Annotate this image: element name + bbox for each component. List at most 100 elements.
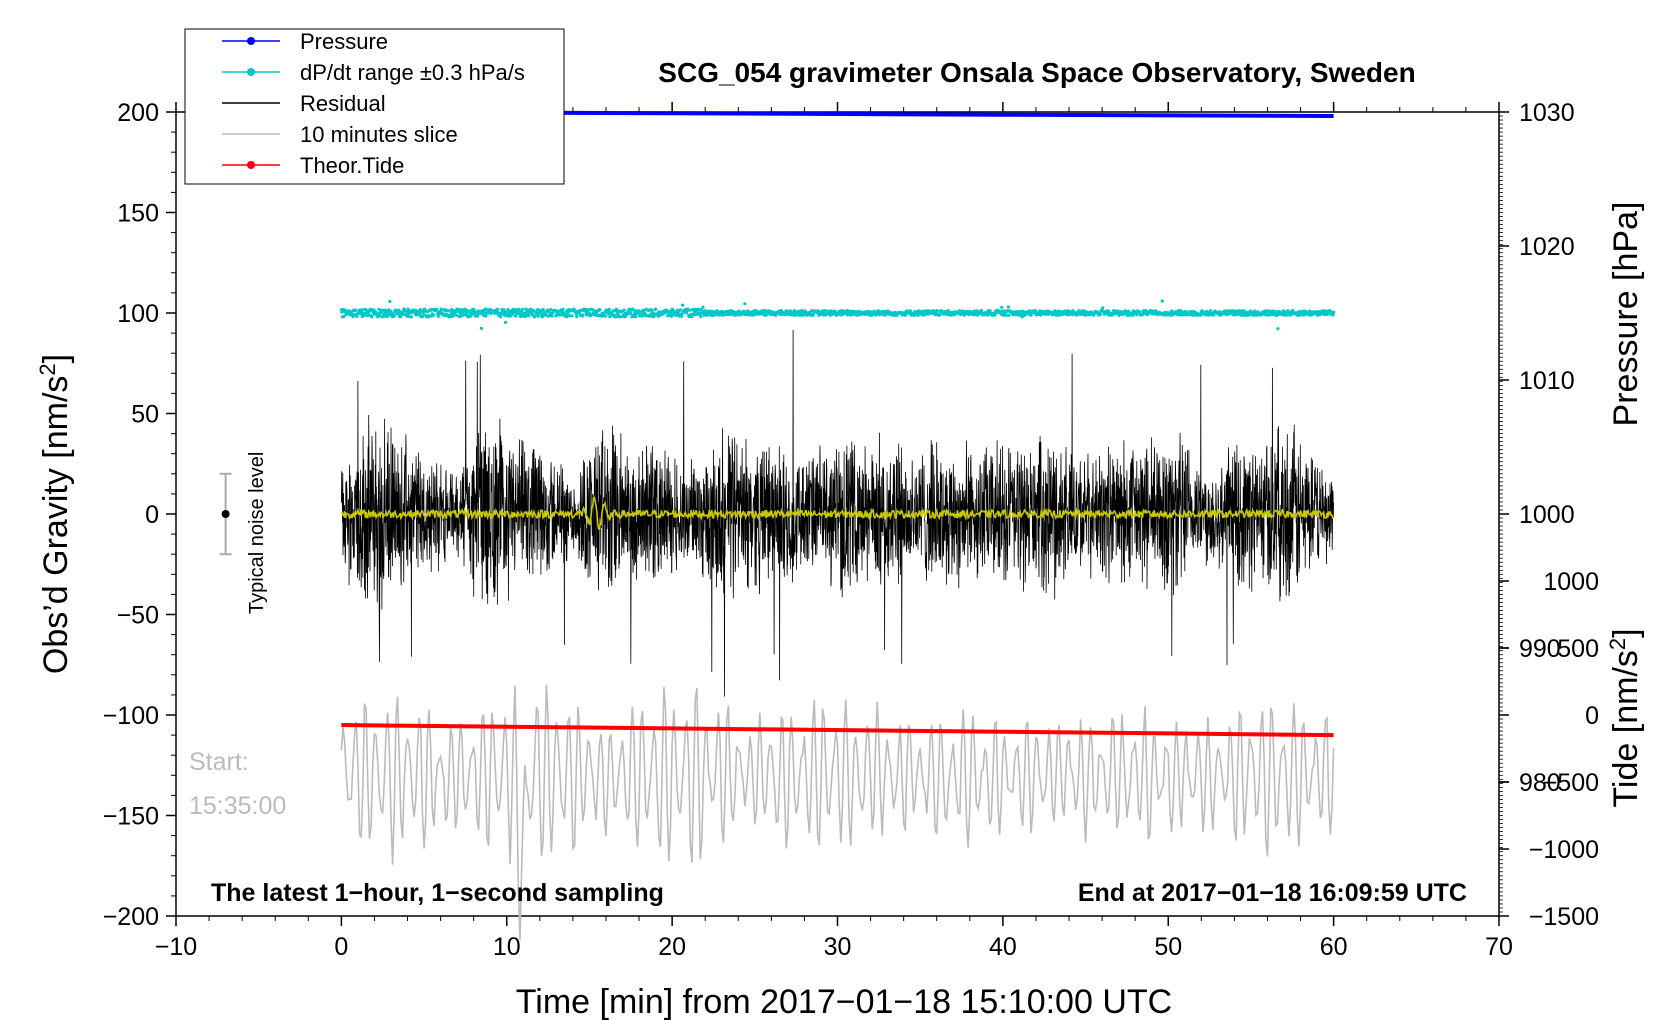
dpdt-point [789,309,793,313]
pressure-tick-label: 1010 [1519,367,1575,395]
pressure-tick-label: 990 [1519,635,1561,663]
y-tick-label: −100 [103,702,159,730]
dpdt-point [631,308,636,312]
right-minor-ticks [1499,111,1503,917]
dpdt-point [504,320,508,324]
dpdt-point [1199,313,1203,317]
y-axis-title-left-end: ] [37,354,75,363]
smoothed-series [340,496,1334,531]
dpdt-point [502,308,506,312]
dpdt-point [533,315,537,319]
legend-swatch-marker [247,68,255,76]
dpdt-point [484,314,488,318]
y-tick-label: 200 [117,99,159,127]
dpdt-point [377,314,381,318]
noise-level-bar [219,472,232,556]
dpdt-point [550,314,554,318]
dpdt-point [483,311,487,315]
tide-line [341,723,1334,738]
slice-line [340,684,1335,940]
x-tick-label: 10 [493,933,521,961]
dpdt-point [514,314,518,318]
dpdt-point [561,307,565,311]
y-axis-title-tide-main: Tide [nm/s [1607,650,1645,807]
legend-swatch-marker [247,37,255,45]
annotation-end-time: End at 2017−01−18 16:09:59 UTC [1078,879,1467,907]
x-tick-label: 20 [658,933,686,961]
dpdt-point [1160,299,1164,303]
dpdt-point [670,314,674,318]
y-tick-label: 150 [117,200,159,228]
y-axis-title-left: Obs’d Gravity [nm/s2] [35,354,75,674]
y-tick-label: −150 [103,803,159,831]
dpdt-point [388,299,392,304]
dpdt-point [1209,309,1213,313]
y-tick-label: −50 [117,602,159,630]
dpdt-point [1174,310,1178,314]
y-tick-label: −200 [103,903,159,931]
dpdt-point [715,309,719,313]
dpdt-point [354,308,358,312]
pressure-tick-label: 1020 [1519,233,1575,261]
dpdt-point [988,309,992,313]
dpdt-point [607,307,611,311]
dpdt-point [539,310,543,314]
dpdt-point [811,312,815,316]
dpdt-point [648,314,652,318]
dpdt-point [449,310,453,315]
y-axis-title-left-sup: 2 [35,363,60,375]
x-tick-label: 70 [1485,933,1513,961]
dpdt-point [629,311,633,316]
x-axis-title: Time [min] from 2017−01−18 15:10:00 UTC [516,983,1172,1020]
pressure-tick-label: 1030 [1519,99,1575,127]
dpdt-point [779,309,783,313]
dpdt-point [676,311,680,315]
dpdt-point [528,307,533,311]
y-axis-title-left-main: Obs’d Gravity [nm/s [37,376,75,675]
dpdt-point [401,313,405,317]
dpdt-point [479,326,483,330]
legend-label: dP/dt range ±0.3 hPa/s [300,60,525,85]
dpdt-point [1000,305,1004,309]
annotation-start-label: Start: [189,748,249,776]
dpdt-point [1331,313,1335,317]
dpdt-point [669,311,673,315]
legend-box [184,28,565,185]
dpdt-point [679,314,684,318]
x-tick-label: 0 [334,933,348,961]
dpdt-point [409,315,413,319]
dpdt-point [1135,313,1139,317]
dpdt-point [701,305,705,309]
dpdt-point [527,314,531,318]
x-tick-label: 50 [1154,933,1182,961]
dpdt-point [398,315,402,319]
dpdt-point [1006,305,1011,309]
tide-tick-label: −1000 [1529,836,1599,864]
dpdt-point [570,314,574,318]
legend-label: Residual [300,91,386,116]
dpdt-point [377,307,381,311]
dpdt-series [339,299,1336,331]
y-tick-label: 50 [131,401,159,429]
dpdt-point [1326,312,1330,316]
x-tick-label: 60 [1320,933,1348,961]
dpdt-point [391,311,395,315]
dpdt-point [370,315,374,319]
dpdt-point [575,314,579,319]
dpdt-point [1276,327,1280,331]
dpdt-point [614,307,619,311]
annotation-latest-hour: The latest 1−hour, 1−second sampling [211,879,664,907]
smoothed-line [340,496,1334,531]
dpdt-point [681,303,685,307]
y-axis-title-tide: Tide [nm/s2] [1605,628,1645,807]
y-tick-label: 100 [117,300,159,328]
y-axis-ticks: 200 150 100 50 0 −50 −100 −150 −200 [103,99,176,931]
dpdt-point [678,308,683,312]
dpdt-point [475,314,480,318]
legend-label: Pressure [300,29,388,54]
dpdt-point [541,314,545,319]
dpdt-point [1033,309,1037,313]
dpdt-point [1154,309,1158,313]
tide-series [341,723,1334,738]
y-axis-title-pressure: Pressure [hPa] [1607,202,1645,427]
